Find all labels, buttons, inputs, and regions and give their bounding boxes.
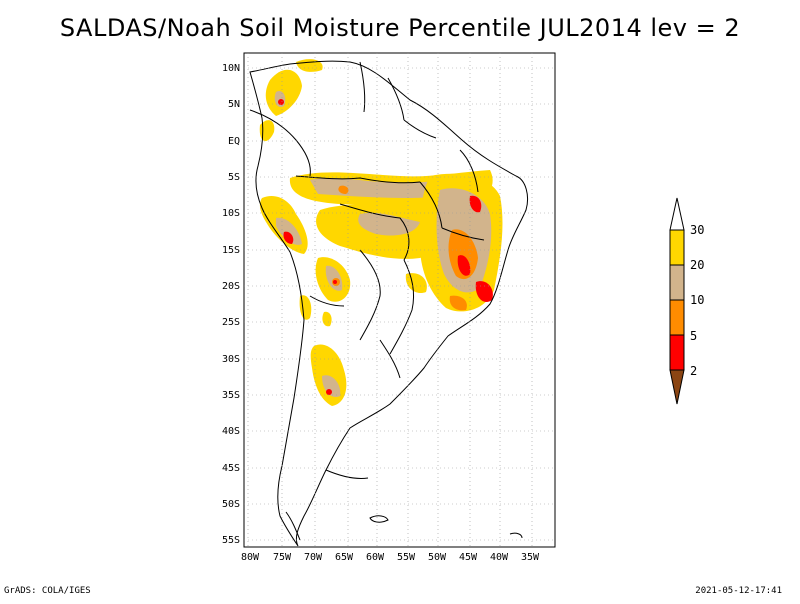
lat-tick-EQ: EQ <box>228 136 240 147</box>
chart-title: SALDAS/Noah Soil Moisture Percentile JUL… <box>59 14 741 42</box>
colorbar-label-10: 10 <box>690 293 704 307</box>
lat-tick-35S: 35S <box>222 390 240 401</box>
lat-tick-15S: 15S <box>222 245 240 256</box>
lon-tick-40W: 40W <box>490 552 509 563</box>
lat-tick-30S: 30S <box>222 354 240 365</box>
colorbar-bin-10-20 <box>669 264 685 301</box>
colorbar-bin-5-10 <box>669 299 685 336</box>
lat-tick-45S: 45S <box>222 463 240 474</box>
lat-tick-10N: 10N <box>222 63 240 74</box>
lon-tick-65W: 65W <box>335 552 354 563</box>
colorbar-label-30: 30 <box>690 223 704 237</box>
lon-tick-35W: 35W <box>521 552 540 563</box>
lon-tick-70W: 70W <box>304 552 323 563</box>
lon-tick-45W: 45W <box>459 552 478 563</box>
map-plot-area: 10N 5N EQ 5S 10S 15S 20S 25S 30S 35S 40S… <box>222 52 556 563</box>
footer-credit: GrADS: COLA/IGES <box>4 586 91 596</box>
lon-axis-labels: 80W 75W 70W 65W 60W 55W 50W 45W 40W 35W <box>241 552 540 563</box>
lat-tick-10S: 10S <box>222 208 240 219</box>
colorbar-over-triangle <box>669 197 685 231</box>
lat-tick-40S: 40S <box>222 426 240 437</box>
lon-tick-55W: 55W <box>397 552 416 563</box>
colorbar-label-20: 20 <box>690 258 704 272</box>
plot-frame <box>243 52 556 548</box>
colorbar-label-5: 5 <box>690 329 697 343</box>
footer-timestamp: 2021-05-12-17:41 <box>695 586 782 596</box>
colorbar-label-2: 2 <box>690 364 697 378</box>
lat-tick-25S: 25S <box>222 317 240 328</box>
colorbar-bin-20-30 <box>669 229 685 266</box>
lon-tick-75W: 75W <box>273 552 292 563</box>
lat-tick-5N: 5N <box>228 99 240 110</box>
lat-tick-55S: 55S <box>222 535 240 546</box>
lat-tick-20S: 20S <box>222 281 240 292</box>
colorbar-under-triangle <box>669 369 685 405</box>
lat-tick-50S: 50S <box>222 499 240 510</box>
lon-tick-80W: 80W <box>241 552 260 563</box>
lat-tick-5S: 5S <box>228 172 240 183</box>
lat-axis-labels: 10N 5N EQ 5S 10S 15S 20S 25S 30S 35S 40S… <box>222 63 240 546</box>
colorbar-bin-2-5 <box>669 334 685 371</box>
lon-tick-50W: 50W <box>428 552 447 563</box>
lon-tick-60W: 60W <box>366 552 385 563</box>
colorbar: 30 20 10 5 2 <box>669 197 704 405</box>
